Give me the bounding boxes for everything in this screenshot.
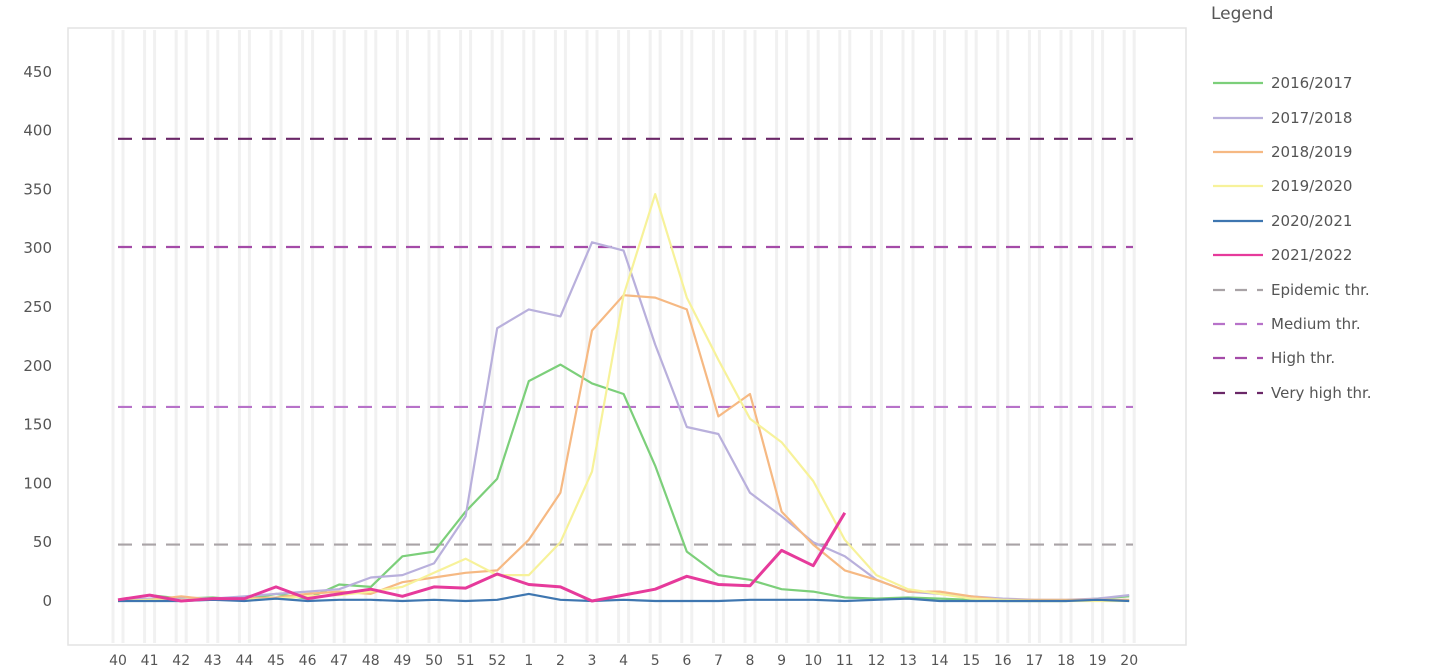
x-axis-tick-labels: 40 41 42 43 44 45 46 47 48 49 50 51 52 1 2 3 4 5 6 7 8 9 10 11 1… xyxy=(109,653,1138,669)
x-tick-label: 41 xyxy=(141,653,159,669)
x-tick-label: 45 xyxy=(267,653,285,669)
legend-swatch xyxy=(1213,150,1263,154)
x-tick-label: 7 xyxy=(714,653,723,669)
legend-swatch xyxy=(1213,254,1263,257)
legend-label: High thr. xyxy=(1271,349,1336,368)
x-tick-label: 4 xyxy=(619,653,628,669)
x-tick-label: 52 xyxy=(488,653,506,669)
legend-item[interactable]: Very high thr. xyxy=(1205,376,1430,410)
x-tick-label: 19 xyxy=(1089,653,1107,669)
series-line xyxy=(117,512,847,603)
legend-swatch xyxy=(1213,116,1263,119)
legend-items: 2016/2017 2017/2018 2018/2019 2019/2020 2020… xyxy=(1205,66,1430,410)
x-tick-label: 2 xyxy=(556,653,565,669)
legend-item[interactable]: 2019/2020 xyxy=(1205,169,1430,203)
legend-item[interactable]: 2020/2021 xyxy=(1205,204,1430,238)
legend-swatch xyxy=(1213,219,1263,222)
legend-label: Medium thr. xyxy=(1271,314,1361,333)
x-tick-label: 50 xyxy=(425,653,443,669)
legend-item[interactable]: 2021/2022 xyxy=(1205,238,1430,272)
y-axis-tick-labels: 0 50 100 150 200 250 300 350 400 450 xyxy=(23,63,52,610)
threshold-lines xyxy=(118,137,1133,546)
x-tick-label: 16 xyxy=(994,653,1012,669)
legend-swatch xyxy=(1213,322,1263,326)
plot-area xyxy=(67,27,1187,646)
y-tick-label: 400 xyxy=(23,122,52,140)
x-tick-label: 17 xyxy=(1025,653,1043,669)
x-tick-label: 13 xyxy=(899,653,917,669)
legend-swatch xyxy=(1213,391,1263,394)
legend-label: 2020/2021 xyxy=(1271,211,1353,230)
legend-swatch xyxy=(1213,357,1263,360)
x-tick-label: 18 xyxy=(1057,653,1075,669)
x-tick-label: 11 xyxy=(836,653,854,669)
x-tick-label: 40 xyxy=(109,653,127,669)
legend-label: 2019/2020 xyxy=(1271,177,1353,196)
legend-swatch xyxy=(1213,185,1263,188)
x-tick-label: 9 xyxy=(777,653,786,669)
x-tick-label: 42 xyxy=(172,653,190,669)
legend-item[interactable]: 2018/2019 xyxy=(1205,135,1430,169)
grid-lines xyxy=(111,30,1136,643)
x-tick-label: 3 xyxy=(588,653,597,669)
legend-item[interactable]: Epidemic thr. xyxy=(1205,272,1430,306)
x-tick-label: 47 xyxy=(330,653,348,669)
legend-item[interactable]: 2017/2018 xyxy=(1205,100,1430,134)
y-tick-label: 450 xyxy=(23,63,52,81)
legend-item[interactable]: 2016/2017 xyxy=(1205,66,1430,100)
series-line xyxy=(118,592,1130,603)
legend-swatch xyxy=(1213,288,1263,291)
y-tick-label: 150 xyxy=(23,416,52,434)
x-tick-label: 49 xyxy=(393,653,411,669)
y-tick-label: 100 xyxy=(23,474,52,492)
legend-label: 2018/2019 xyxy=(1271,142,1353,161)
x-tick-label: 8 xyxy=(746,653,755,669)
y-tick-label: 300 xyxy=(23,239,52,257)
x-tick-label: 1 xyxy=(524,653,533,669)
x-tick-label: 12 xyxy=(867,653,885,669)
legend-label: 2021/2022 xyxy=(1271,246,1353,265)
x-tick-label: 44 xyxy=(235,653,253,669)
y-tick-label: 50 xyxy=(33,533,52,551)
x-tick-label: 15 xyxy=(962,653,980,669)
legend-label: 2016/2017 xyxy=(1271,74,1353,93)
series-line xyxy=(117,193,1130,603)
legend-item[interactable]: High thr. xyxy=(1205,341,1430,375)
x-tick-label: 10 xyxy=(804,653,822,669)
x-tick-label: 14 xyxy=(931,653,949,669)
legend-label: 2017/2018 xyxy=(1271,108,1353,127)
x-tick-label: 43 xyxy=(204,653,222,669)
legend-label: Epidemic thr. xyxy=(1271,280,1370,299)
y-tick-label: 200 xyxy=(23,357,52,375)
x-tick-label: 6 xyxy=(682,653,691,669)
x-tick-label: 51 xyxy=(457,653,475,669)
x-tick-label: 20 xyxy=(1120,653,1138,669)
legend-item[interactable]: Medium thr. xyxy=(1205,307,1430,341)
legend-swatch xyxy=(1213,82,1263,85)
legend: Legend 2016/2017 2017/2018 2018/2019 2019/2… xyxy=(1205,4,1430,410)
y-tick-label: 0 xyxy=(42,592,52,610)
x-tick-label: 48 xyxy=(362,653,380,669)
y-tick-label: 350 xyxy=(23,180,52,198)
legend-label: Very high thr. xyxy=(1271,383,1372,402)
series-lines xyxy=(117,193,1130,603)
x-tick-label: 46 xyxy=(299,653,317,669)
y-tick-label: 250 xyxy=(23,298,52,316)
x-tick-label: 5 xyxy=(651,653,660,669)
legend-title: Legend xyxy=(1211,4,1274,24)
